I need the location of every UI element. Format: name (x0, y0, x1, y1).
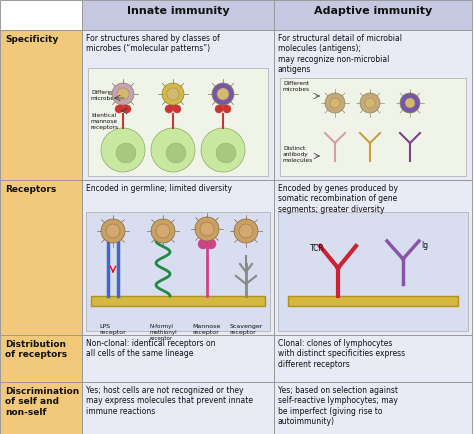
Text: Scavenger
receptor: Scavenger receptor (229, 324, 263, 335)
Text: Mannose
receptor: Mannose receptor (193, 324, 221, 335)
Circle shape (106, 224, 120, 238)
Text: Encoded by genes produced by
somatic recombination of gene
segments; greater div: Encoded by genes produced by somatic rec… (278, 184, 398, 214)
Circle shape (119, 102, 127, 110)
Bar (82, 382, 274, 434)
Bar (86, 212, 270, 331)
Text: For structural detail of microbial
molecules (antigens);
may recognize non-micro: For structural detail of microbial molec… (278, 34, 402, 74)
Text: Receptors: Receptors (5, 185, 56, 194)
Text: Identical
mannose
receptors: Identical mannose receptors (91, 113, 119, 130)
Bar (274, 180, 472, 335)
Bar (82, 335, 274, 382)
Text: Specificity: Specificity (5, 35, 58, 44)
Text: Encoded in germline; limited diversity: Encoded in germline; limited diversity (86, 184, 232, 193)
Circle shape (173, 105, 181, 113)
Circle shape (162, 83, 184, 105)
Text: Clonal: clones of lymphocytes
with distinct specificities express
different rece: Clonal: clones of lymphocytes with disti… (278, 339, 405, 369)
Circle shape (217, 88, 229, 100)
Text: Distinct
antibody
molecules: Distinct antibody molecules (283, 146, 313, 163)
Circle shape (200, 222, 214, 236)
Bar (274, 0, 472, 30)
Bar (0, 30, 82, 180)
Text: Ig: Ig (421, 241, 428, 250)
Circle shape (212, 83, 234, 105)
Bar (82, 180, 274, 335)
Text: N-formyl
methionyl
receptor: N-formyl methionyl receptor (149, 324, 177, 341)
Circle shape (400, 93, 420, 113)
Text: For structures shared by classes of
microbes (“molecular patterns”): For structures shared by classes of micr… (86, 34, 220, 53)
Circle shape (156, 224, 170, 238)
Bar (0, 382, 82, 434)
Text: Adaptive immunity: Adaptive immunity (314, 6, 432, 16)
Circle shape (151, 219, 175, 243)
Text: Yes; based on selection against
self-reactive lymphocytes; may
be imperfect (giv: Yes; based on selection against self-rea… (278, 386, 398, 426)
Bar (88, 68, 268, 176)
Bar (0, 335, 82, 382)
Text: Different
microbes: Different microbes (91, 90, 118, 101)
Bar (82, 30, 274, 180)
Bar (0, 180, 82, 335)
Circle shape (325, 93, 345, 113)
Text: Different
microbes: Different microbes (283, 81, 310, 92)
Circle shape (101, 219, 125, 243)
Circle shape (365, 98, 375, 108)
Circle shape (206, 239, 216, 249)
Text: LPS
receptor: LPS receptor (100, 324, 127, 335)
Circle shape (116, 143, 136, 163)
Bar (91, 296, 265, 306)
Circle shape (202, 235, 212, 245)
Circle shape (195, 217, 219, 241)
Bar (274, 335, 472, 382)
Circle shape (239, 224, 253, 238)
Circle shape (165, 105, 173, 113)
Circle shape (101, 128, 145, 172)
Circle shape (166, 143, 186, 163)
Circle shape (219, 102, 227, 110)
Bar (280, 78, 466, 176)
Circle shape (198, 239, 208, 249)
Text: TCR: TCR (310, 244, 325, 253)
Text: Non-clonal: identical receptors on
all cells of the same lineage: Non-clonal: identical receptors on all c… (86, 339, 216, 358)
Circle shape (151, 128, 195, 172)
Circle shape (169, 102, 177, 110)
Circle shape (115, 105, 123, 113)
Circle shape (112, 83, 134, 105)
Circle shape (234, 219, 258, 243)
Bar (288, 296, 458, 306)
Text: Distribution
of receptors: Distribution of receptors (5, 340, 67, 359)
Circle shape (201, 128, 245, 172)
Circle shape (117, 88, 129, 100)
Text: Discrimination
of self and
non-self: Discrimination of self and non-self (5, 387, 79, 417)
Bar (0, 0, 82, 30)
Circle shape (216, 143, 236, 163)
Circle shape (360, 93, 380, 113)
Text: Innate immunity: Innate immunity (127, 6, 229, 16)
Circle shape (167, 88, 179, 100)
Bar (278, 212, 468, 331)
Bar (274, 30, 472, 180)
Circle shape (330, 98, 340, 108)
Circle shape (223, 105, 231, 113)
Circle shape (123, 105, 131, 113)
Bar (274, 382, 472, 434)
Text: Yes; host cells are not recognized or they
may express molecules that prevent in: Yes; host cells are not recognized or th… (86, 386, 253, 416)
Circle shape (405, 98, 415, 108)
Circle shape (215, 105, 223, 113)
Bar (82, 0, 274, 30)
